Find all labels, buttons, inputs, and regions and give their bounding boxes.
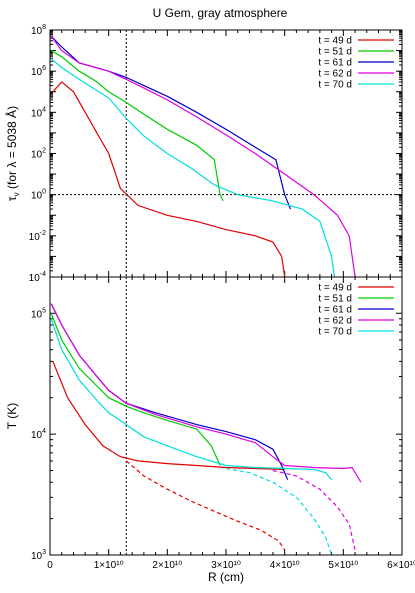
top-series-line-t62 [50,35,356,277]
x-tick-label: 0 [47,560,53,571]
bottom-y-tick-label: 103 [31,549,46,562]
x-axis-label: R (cm) [208,570,244,584]
top-y-tick-label: 104 [31,106,46,119]
bottom-series-line-t62 [50,303,362,483]
bottom-y-tick-label: 104 [31,428,46,441]
top-legend-label: t = 49 d [318,36,352,47]
top-legend-label: t = 51 d [318,47,352,58]
bottom-y-axis-label: T (K) [5,403,19,429]
bottom-y-tick-label: 105 [31,307,46,320]
bottom-series-line-t70 [50,318,333,481]
bottom-legend-label: t = 61 d [318,305,352,316]
top-y-axis-label: τν (for λ = 5038 Å) [4,106,21,201]
x-tick-label: 6×10¹⁰ [387,560,415,571]
x-tick-label: 4×10¹⁰ [270,560,300,571]
top-y-tick-label: 108 [31,24,46,37]
top-legend-label: t = 70 d [318,80,352,91]
bottom-series-line-t61 [50,303,289,480]
bottom-legend-label: t = 49 d [318,283,352,294]
bottom-legend-label: t = 62 d [318,316,352,327]
x-tick-label: 5×10¹⁰ [328,560,358,571]
top-legend-label: t = 61 d [318,58,352,69]
bottom-panel: 103 104 105 0 1×10¹⁰ 2×10¹⁰ 3×10¹⁰ 4×10¹⁰ 5×10¹⁰… [5,276,415,584]
bottom-series-line-t49 [52,361,285,471]
top-series-line-t61 [50,35,292,210]
top-y-tick-label: 106 [31,65,46,78]
top-series-line-t49 [52,81,286,277]
top-legend-label: t = 62 d [318,69,352,80]
x-tick-label: 3×10¹⁰ [211,560,241,571]
bottom-series-line-t49-dashed [125,460,286,551]
bottom-series-line-t62-dashed [272,469,356,551]
figure-title: U Gem, gray atmosphere [153,6,288,20]
bottom-legend-label: t = 70 d [318,327,352,338]
top-y-tick-label: 100 [31,189,46,202]
bottom-series-line-t70-dashed [225,467,333,555]
top-y-tick-label: 10-2 [29,230,46,243]
top-series-line-t70 [50,58,336,277]
x-tick-label: 1×10¹⁰ [94,560,124,571]
top-y-tick-label: 10-4 [29,271,46,284]
top-series-line-t51 [50,50,224,202]
bottom-series-line-t51 [50,313,221,466]
bottom-legend-label: t = 51 d [318,294,352,305]
x-tick-label: 2×10¹⁰ [152,560,182,571]
top-y-tick-label: 102 [31,148,46,161]
